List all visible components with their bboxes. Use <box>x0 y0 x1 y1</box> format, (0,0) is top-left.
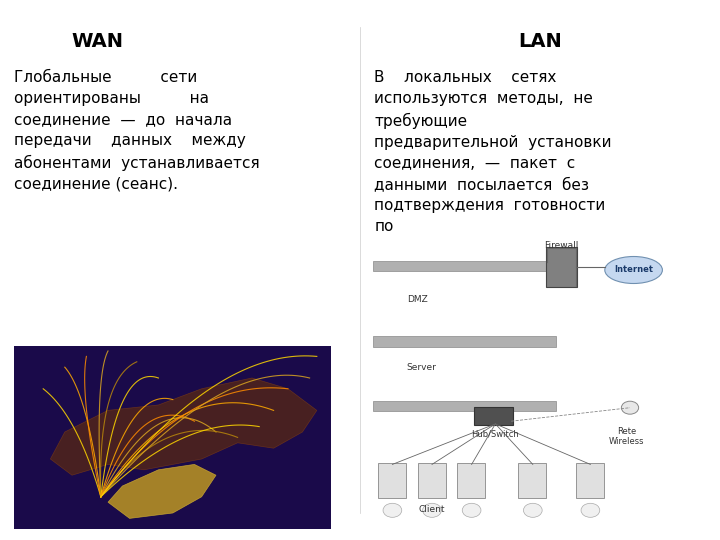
Circle shape <box>423 503 441 517</box>
Circle shape <box>462 503 481 517</box>
Text: Rete
Wireless: Rete Wireless <box>608 427 644 446</box>
FancyBboxPatch shape <box>14 346 331 529</box>
Ellipse shape <box>605 256 662 284</box>
FancyBboxPatch shape <box>457 463 485 498</box>
Polygon shape <box>50 378 317 475</box>
FancyBboxPatch shape <box>373 261 556 271</box>
Text: LAN: LAN <box>518 32 562 51</box>
Circle shape <box>523 503 542 517</box>
Text: Hub/Switch: Hub/Switch <box>472 429 519 438</box>
FancyBboxPatch shape <box>546 247 577 287</box>
FancyBboxPatch shape <box>518 463 546 498</box>
Text: Server: Server <box>407 363 436 372</box>
Text: Firewall: Firewall <box>544 241 579 250</box>
FancyBboxPatch shape <box>378 463 406 498</box>
Text: Internet: Internet <box>614 266 653 274</box>
FancyBboxPatch shape <box>373 401 556 411</box>
FancyBboxPatch shape <box>474 407 513 425</box>
FancyBboxPatch shape <box>418 463 446 498</box>
Polygon shape <box>108 464 216 518</box>
Circle shape <box>581 503 600 517</box>
Text: DMZ: DMZ <box>407 295 428 304</box>
Text: WAN: WAN <box>71 32 123 51</box>
Text: Глобальные          сети
ориентированы          на
соединение  —  до  начала
пер: Глобальные сети ориентированы на соедине… <box>14 70 260 192</box>
FancyBboxPatch shape <box>373 336 556 347</box>
Circle shape <box>621 401 639 414</box>
FancyBboxPatch shape <box>576 463 604 498</box>
Text: В    локальных    сетях
используются  методы,  не
требующие
предварительной  уст: В локальных сетях используются методы, н… <box>374 70 612 234</box>
Text: Client: Client <box>419 505 445 514</box>
Circle shape <box>383 503 402 517</box>
